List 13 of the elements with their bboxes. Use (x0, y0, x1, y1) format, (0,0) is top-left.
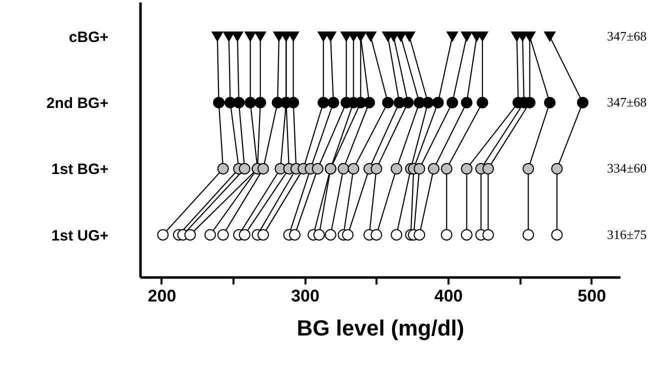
x-tick-label: 500 (578, 286, 606, 306)
annotation: 316±75 (607, 226, 647, 242)
annotation: 347±68 (607, 28, 647, 44)
y-tick-label: 2nd BG+ (46, 95, 109, 112)
x-tick-label: 300 (291, 286, 320, 306)
y-tick-label: 1st BG+ (51, 161, 109, 178)
x-tick-label: 200 (148, 286, 176, 306)
x-tick-label: 400 (434, 286, 463, 306)
annotation: 347±68 (607, 94, 647, 110)
y-tick-label: cBG+ (68, 29, 109, 46)
y-tick-label: 1st UG+ (51, 227, 109, 244)
x-axis-title: BG level (mg/dl) (296, 316, 464, 340)
annotation: 334±60 (607, 160, 647, 176)
